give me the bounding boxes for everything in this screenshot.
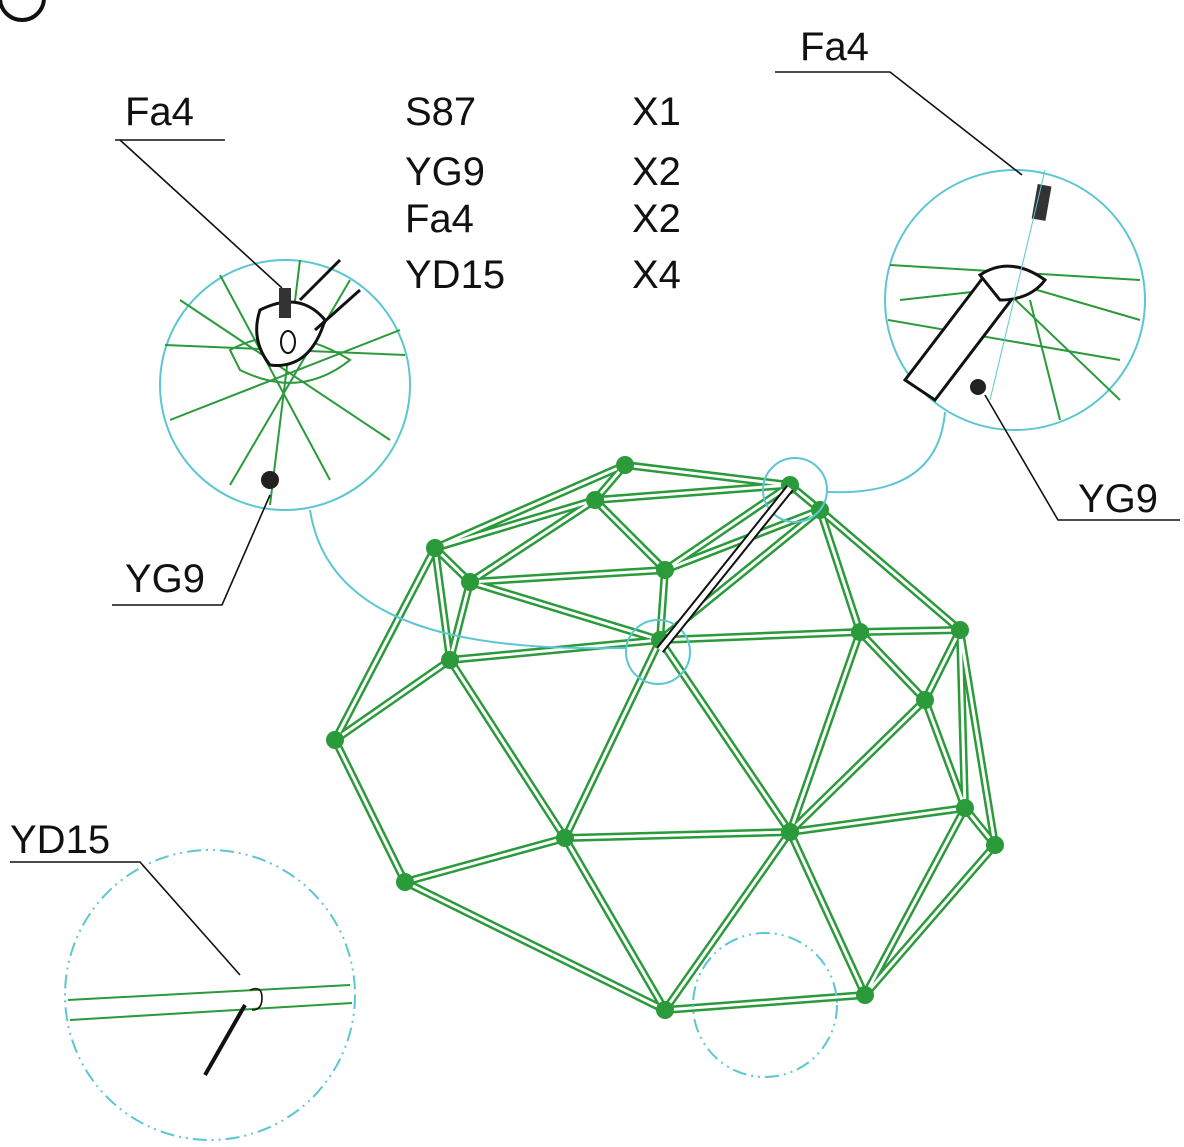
part-qty: X2: [632, 197, 681, 241]
strut-inner: [624, 463, 791, 487]
strut-inner: [434, 498, 596, 550]
hub: [326, 731, 344, 749]
part-qty: X1: [632, 90, 681, 134]
left-detail: [164, 258, 406, 506]
strut-inner: [664, 483, 791, 572]
strut-inner: [658, 569, 667, 641]
strut-inner: [433, 547, 452, 661]
strut-inner: [863, 844, 997, 996]
strut-inner: [863, 807, 967, 996]
bottom-detail: [67, 984, 353, 1076]
strut-inner: [658, 639, 792, 833]
right-detail: [887, 169, 1141, 421]
detail-circle: [64, 849, 356, 1141]
hub: [956, 799, 974, 817]
strut-inner: [923, 629, 962, 701]
hub: [951, 621, 969, 639]
strut-inner: [469, 568, 666, 584]
detail-circle: [692, 932, 838, 1078]
hub: [396, 873, 414, 891]
part-code: YD15: [405, 253, 505, 297]
part-code: S87: [405, 90, 476, 134]
connector: [309, 509, 627, 650]
strut-inner: [448, 581, 472, 661]
part-qty: X4: [632, 253, 681, 297]
part-qty: X2: [632, 150, 681, 194]
hub: [616, 456, 634, 474]
strut-inner: [859, 628, 961, 634]
callout-label: YG9: [1078, 477, 1158, 521]
strut-inner: [659, 630, 861, 642]
hub: [656, 1001, 674, 1019]
leader: [984, 394, 1180, 521]
step-badge: [0, 0, 46, 22]
strut-inner: [563, 837, 667, 1011]
strut-inner: [664, 993, 866, 1012]
strut-inner: [449, 638, 661, 662]
detail-circle: [159, 259, 411, 511]
strut-inner: [788, 831, 867, 996]
strut-inner: [333, 547, 437, 741]
strut-inner: [334, 658, 451, 742]
strut-inner: [818, 509, 862, 633]
strut-inner: [404, 880, 666, 1012]
strut-inner: [448, 659, 567, 839]
callout-label: Fa4: [800, 25, 869, 69]
connector: [826, 411, 946, 494]
dome-frame: [326, 456, 1004, 1019]
strut-inner: [469, 580, 661, 642]
hub: [851, 623, 869, 641]
hub: [856, 986, 874, 1004]
strut-inner: [819, 508, 961, 632]
strut-inner: [593, 498, 667, 572]
callout-label: YD15: [10, 818, 110, 862]
strut-inner: [663, 831, 792, 1011]
strut-inner: [563, 639, 662, 839]
leader: [775, 71, 1023, 176]
leader: [115, 139, 283, 289]
part-code: Fa4: [405, 197, 474, 241]
strut-inner: [434, 463, 626, 550]
strut-inner: [594, 483, 791, 502]
part-code: YG9: [405, 150, 485, 194]
detail-marker: [762, 457, 828, 523]
strut-inner: [858, 630, 927, 702]
strut-inner: [789, 806, 966, 834]
strut-inner: [788, 698, 927, 834]
strut-inner: [333, 739, 407, 883]
hub: [656, 561, 674, 579]
hub: [441, 651, 459, 669]
strut-inner: [923, 699, 967, 809]
callout-label: YG9: [125, 557, 205, 601]
strut-inner: [404, 836, 566, 884]
leader: [112, 494, 271, 606]
strut-inner: [958, 629, 997, 846]
strut-inner: [788, 631, 862, 833]
hub: [556, 829, 574, 847]
hub: [916, 691, 934, 709]
hub: [461, 573, 479, 591]
callout-label: Fa4: [125, 90, 194, 134]
strut-inner: [469, 498, 596, 584]
leader: [10, 861, 241, 976]
hub: [986, 836, 1004, 854]
hub: [426, 539, 444, 557]
hub: [586, 491, 604, 509]
detail-marker: [625, 619, 691, 685]
hub: [781, 823, 799, 841]
strut-inner: [564, 830, 791, 840]
strut-inner: [664, 508, 821, 572]
strut-inner: [958, 629, 967, 809]
